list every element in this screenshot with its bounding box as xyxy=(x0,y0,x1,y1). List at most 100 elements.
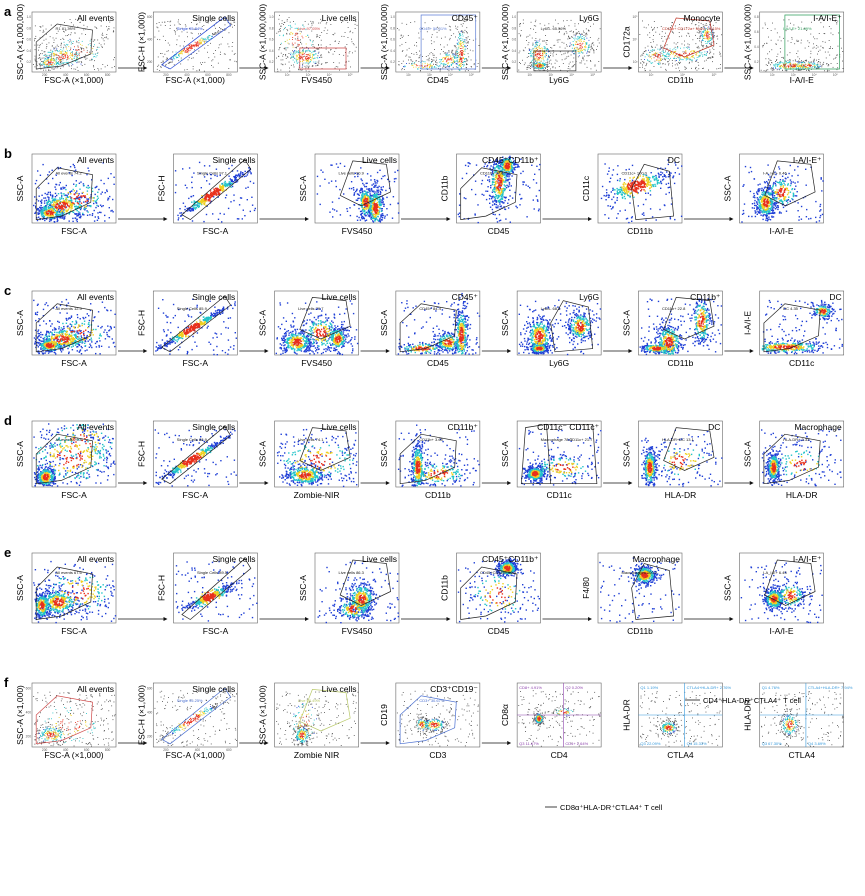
x-axis-label: CD11c xyxy=(789,358,815,368)
x-axis-label: CD45 xyxy=(488,226,510,236)
plot-title: I-A/I-E⁺ xyxy=(793,155,822,165)
arrow-head xyxy=(143,349,147,353)
arrow-head xyxy=(507,349,511,353)
x-axis-label: CD3 xyxy=(429,750,446,760)
y-axis-label: SSC-A xyxy=(723,175,733,201)
y-axis-label: SSC-A xyxy=(743,441,753,467)
arrow-head xyxy=(164,617,168,621)
arrow-head xyxy=(143,481,147,485)
plot-title: Live cells xyxy=(362,155,397,165)
y-axis-label: SSC-A xyxy=(298,175,308,201)
x-axis-label: CD11b xyxy=(668,358,694,368)
y-axis-label: FSC-H (×1,000) xyxy=(136,685,146,745)
quadrant-label: CD4+ 2.64% xyxy=(565,741,588,746)
arrow-head xyxy=(588,617,592,621)
y-axis-label: SSC-A (×1,000,000) xyxy=(500,4,510,80)
gate-label: All events 67.6 xyxy=(56,570,83,575)
plot-title: I-A/I-E⁺ xyxy=(813,13,842,23)
x-tick-label: 10⁴ xyxy=(448,73,454,77)
y-axis-label: SSC-A (×1,000,000) xyxy=(15,4,25,80)
y-tick-label: 0.6 xyxy=(512,38,517,42)
y-tick-label: 10³ xyxy=(633,60,638,64)
gate-label: CD11b+ 87.6 xyxy=(480,171,504,176)
x-tick-label: 800 xyxy=(226,73,232,77)
quadrant-label: Q2 0.20% xyxy=(565,685,583,690)
x-axis-label: FSC-A (×1,000) xyxy=(166,750,225,760)
plot-title: Single cells xyxy=(192,13,235,23)
y-axis-label: FSC-H xyxy=(157,575,167,601)
x-axis-label: I-A/I-E xyxy=(790,75,814,85)
x-tick-label: 10⁵ xyxy=(712,73,718,77)
quadrant-label: CTLA4+HLA-DR+ 2.76% xyxy=(687,685,732,690)
flow-plot: Q1 4.76% CTLA4+HLA-DR+ 7.94%Q3 67.30% Q4 3… xyxy=(743,683,853,760)
x-tick-label: 600 xyxy=(226,748,232,752)
y-tick-label: 1.0 xyxy=(27,15,32,19)
x-axis-label: FSC-A xyxy=(203,626,229,636)
x-axis-label: FVS450 xyxy=(342,226,373,236)
arrow-head xyxy=(305,617,309,621)
quadrant-label: Q1 4.76% xyxy=(762,685,780,690)
x-axis-label: FVS450 xyxy=(301,358,332,368)
y-axis-label: CD19 xyxy=(379,704,389,726)
gate-label: CD11c+ 100.0 xyxy=(622,171,648,176)
plot-title: CD11b⁺ xyxy=(690,292,721,302)
gate-label: Single Cells 85.9 xyxy=(177,306,208,311)
y-tick-label: 1.0 xyxy=(269,15,274,19)
y-tick-label: 0.8 xyxy=(390,26,395,30)
gate-label: All events 79.8 xyxy=(56,437,83,442)
y-tick-label: 0.6 xyxy=(390,38,395,42)
plot-title: All events xyxy=(77,554,114,564)
plot-title: Live cells xyxy=(322,292,357,302)
panel-letter: e xyxy=(4,545,11,560)
plot-title: All events xyxy=(77,422,114,432)
y-axis-label: SSC-A xyxy=(379,441,389,467)
arrow-head xyxy=(447,617,451,621)
plot-title: CD11b⁺ xyxy=(448,422,479,432)
y-tick-label: 400 xyxy=(147,710,153,714)
y-axis-label: SSC-A (×1,000,000) xyxy=(258,4,268,80)
x-axis-label: HLA-DR xyxy=(665,490,697,500)
plot-title: All events xyxy=(77,292,114,302)
y-axis-label: F4/80 xyxy=(581,577,591,599)
panel-letter: b xyxy=(4,146,12,161)
y-tick-label: 200 xyxy=(147,60,153,64)
arrow-head xyxy=(265,349,269,353)
quadrant-label: CD8+ 4.91% xyxy=(519,685,542,690)
y-axis-label: SSC-A (×1,000) xyxy=(258,685,268,745)
x-axis-label: I-A/I-E xyxy=(769,226,793,236)
plot-title: Live cells xyxy=(322,684,357,694)
y-axis-label: CD11b xyxy=(440,575,450,601)
plot-title: Macrophage xyxy=(633,554,681,564)
y-axis-label: FSC-H (×1,000) xyxy=(136,12,146,72)
y-tick-label: 0.6 xyxy=(269,38,274,42)
gate-label: CD11b+ 3.65 xyxy=(419,437,443,442)
gate-label: CD11c+ 21.7 xyxy=(569,437,593,442)
y-tick-label: 0.2 xyxy=(512,60,517,64)
plot-title: Macrophage xyxy=(794,422,842,432)
x-axis-label: Ly6G xyxy=(549,75,569,85)
plot-title: CD45⁺CD11b⁺ xyxy=(482,155,539,165)
x-axis-label: CTLA4 xyxy=(667,750,694,760)
y-tick-label: 200 xyxy=(147,734,153,738)
gate-label: Macrophage 78.3 xyxy=(541,437,573,442)
x-axis-label: FSC-A xyxy=(61,626,87,636)
y-axis-label: FSC-H xyxy=(136,310,146,336)
arrow-head xyxy=(386,481,390,485)
